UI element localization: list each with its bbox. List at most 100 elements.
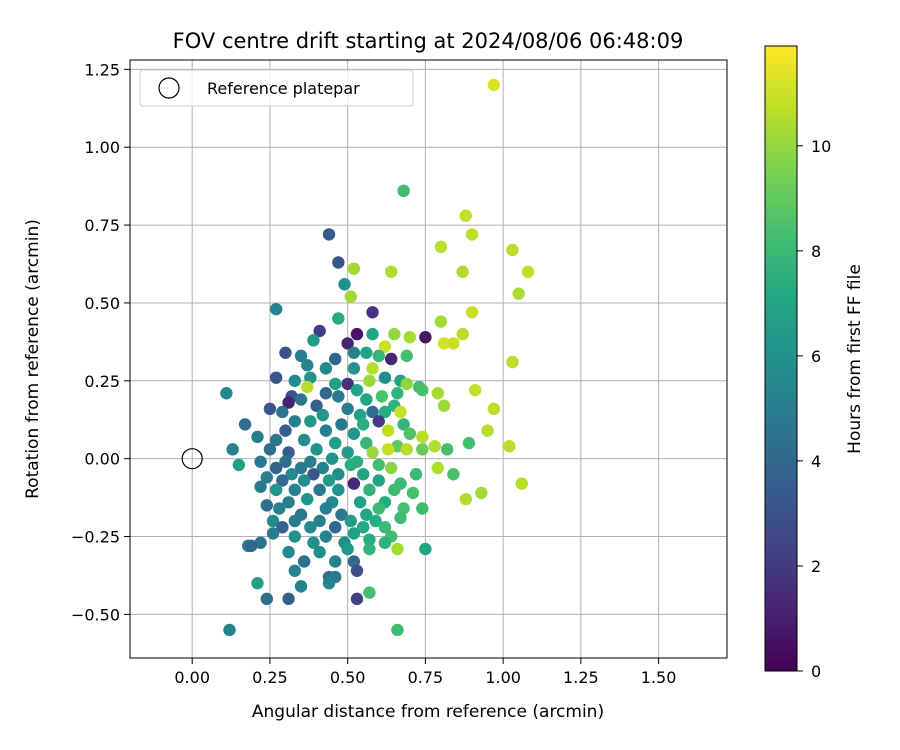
scatter-point	[341, 402, 354, 416]
scatter-point	[329, 377, 342, 391]
scatter-point	[288, 564, 301, 577]
y-tick-label: 1.00	[84, 138, 120, 157]
x-tick-label: 0.00	[174, 668, 210, 687]
scatter-point	[310, 399, 323, 412]
scatter-point	[372, 474, 385, 487]
scatter-point	[316, 461, 329, 475]
scatter-point	[347, 527, 361, 540]
scatter-point	[521, 265, 535, 278]
scatter-point	[347, 346, 361, 359]
scatter-point	[434, 315, 448, 328]
scatter-point	[378, 340, 392, 353]
grid-layer	[130, 60, 727, 658]
scatter-point	[391, 387, 404, 400]
scatter-point	[363, 374, 376, 388]
colorbar-tick-label: 8	[811, 242, 821, 261]
scatter-point	[347, 262, 361, 275]
scatter-point	[515, 477, 528, 490]
scatter-point	[335, 508, 348, 521]
scatter-point	[372, 415, 385, 428]
y-tick-label: 0.00	[84, 450, 120, 469]
scatter-point	[391, 440, 404, 453]
scatter-point	[388, 483, 401, 497]
scatter-point	[260, 499, 274, 512]
colorbar-tick-label: 6	[811, 347, 821, 366]
scatter-point	[344, 458, 357, 472]
scatter-point	[506, 243, 519, 257]
scatter-point	[269, 302, 283, 316]
scatter-point	[357, 520, 370, 534]
scatter-point	[329, 352, 342, 366]
scatter-point	[503, 440, 516, 453]
scatter-point	[409, 468, 423, 481]
scatter-point	[375, 390, 389, 403]
colorbar-tick-label: 10	[811, 137, 831, 156]
scatter-point	[357, 468, 370, 481]
scatter-point	[276, 405, 289, 419]
scatter-point	[350, 327, 364, 341]
scatter-point	[332, 312, 345, 325]
scatter-point	[357, 418, 370, 431]
scatter-point	[269, 483, 283, 497]
scatter-point	[347, 555, 361, 568]
scatter-point	[338, 278, 351, 291]
reference-marker	[181, 448, 203, 470]
scatter-point	[297, 474, 311, 487]
scatter-point	[332, 468, 345, 481]
scatter-point	[465, 306, 479, 319]
scatter-point	[416, 443, 429, 456]
scatter-point	[226, 443, 239, 456]
colorbar-tick-label: 0	[811, 662, 821, 681]
scatter-point	[388, 327, 401, 341]
scatter-point	[304, 371, 317, 384]
scatter-point	[419, 542, 432, 556]
scatter-point	[276, 520, 289, 534]
x-tick-label: 1.50	[641, 668, 677, 687]
scatter-point	[459, 492, 473, 506]
scatter-point	[329, 436, 342, 450]
scatter-point	[288, 514, 301, 528]
scatter-point	[350, 564, 364, 577]
scatter-point	[468, 383, 482, 397]
scatter-point	[416, 502, 429, 515]
scatter-point	[329, 520, 342, 534]
scatter-point	[397, 502, 410, 515]
scatter-point	[279, 346, 292, 359]
colorbar-label: Hours from first FF file	[845, 264, 865, 454]
scatter-point	[282, 446, 295, 459]
scatter-point	[335, 418, 348, 431]
scatter-point	[360, 436, 373, 450]
scatter-point	[384, 265, 398, 278]
scatter-point	[294, 461, 308, 475]
scatter-point	[372, 502, 385, 515]
scatter-point	[301, 380, 314, 394]
scatter-point	[372, 458, 385, 472]
scatter-point	[437, 337, 451, 350]
scatter-point	[319, 530, 333, 543]
scatter-point	[322, 577, 336, 590]
scatter-point	[307, 468, 320, 481]
scatter-point	[431, 387, 445, 400]
scatter-point	[347, 477, 361, 490]
data-points	[220, 78, 535, 637]
scatter-point	[294, 393, 308, 406]
scatter-point	[391, 542, 404, 556]
legend-entry-label: Reference platepar	[207, 79, 360, 98]
scatter-point	[462, 436, 476, 450]
x-axis: 0.00 0.25 0.50 0.75 1.00 1.25 1.50	[174, 658, 676, 687]
scatter-point	[400, 377, 413, 391]
scatter-point	[307, 536, 320, 549]
scatter-point	[341, 377, 354, 391]
scatter-point	[332, 483, 345, 497]
scatter-point	[363, 542, 376, 556]
scatter-point	[232, 458, 246, 472]
scatter-point	[512, 287, 525, 300]
colorbar-ticks: 0 2 4 6 8 10	[797, 137, 831, 681]
y-tick-label: 0.50	[84, 294, 120, 313]
plot-area	[129, 59, 728, 659]
scatter-point	[400, 349, 413, 363]
scatter-point	[288, 483, 301, 497]
colorbar: 0 2 4 6 8 10 Hours from first FF file	[764, 45, 865, 681]
scatter-point	[363, 586, 376, 599]
y-tick-label: 0.25	[84, 372, 120, 391]
